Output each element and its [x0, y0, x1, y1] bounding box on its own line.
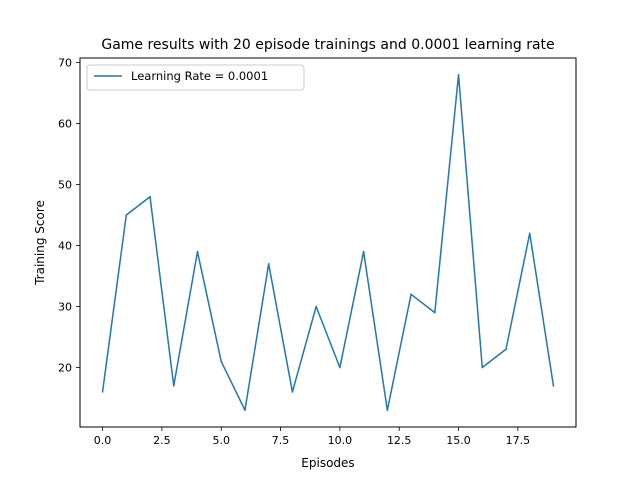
data-point: [505, 348, 507, 351]
series-layer: [101, 73, 555, 412]
legend: Learning Rate = 0.0001: [86, 64, 305, 91]
data-point: [244, 409, 246, 412]
y-tick-label: 20: [58, 362, 72, 375]
data-point: [433, 311, 436, 314]
data-point: [362, 250, 365, 253]
data-point: [267, 263, 270, 265]
data-point: [528, 232, 531, 235]
x-tick-label: 12.5: [387, 434, 412, 447]
y-tick-label: 60: [58, 118, 72, 131]
x-tick-label: 2.5: [153, 434, 171, 447]
x-tick-label: 17.5: [506, 434, 531, 447]
data-point: [220, 360, 223, 363]
y-axis-label: Training Score: [33, 200, 47, 286]
data-point: [291, 391, 294, 393]
y-axis: 20 30 40 50 60 70: [58, 57, 80, 375]
data-point: [196, 250, 199, 253]
x-tick-label: 15.0: [446, 434, 471, 447]
plot-area-frame: [79, 57, 577, 428]
x-tick-label: 5.0: [212, 434, 230, 447]
x-tick-label: 0.0: [94, 434, 112, 447]
data-point: [481, 366, 484, 369]
data-point: [386, 409, 389, 412]
data-point: [410, 293, 412, 296]
data-point: [149, 195, 151, 198]
data-point: [339, 366, 341, 369]
legend-label: Learning Rate = 0.0001: [131, 69, 268, 83]
x-axis-label: Episodes: [301, 456, 354, 470]
x-tick-label: 10.0: [328, 434, 353, 447]
chart-title: Game results with 20 episode trainings a…: [101, 37, 554, 53]
data-point: [552, 385, 555, 387]
y-tick-label: 70: [58, 57, 72, 70]
data-point: [101, 391, 104, 393]
y-tick-label: 40: [58, 240, 72, 253]
data-point: [172, 385, 175, 387]
data-point: [125, 214, 128, 216]
y-tick-label: 50: [58, 179, 72, 192]
data-point: [315, 305, 317, 308]
x-tick-label: 7.5: [272, 434, 290, 447]
data-point: [457, 73, 460, 76]
y-tick-label: 30: [58, 301, 72, 314]
x-axis: 0.0 2.5 5.0 7.5 10.0 12.5 15.0 17.5: [94, 427, 530, 447]
legend-box: [86, 64, 305, 91]
series-line: [101, 74, 555, 411]
